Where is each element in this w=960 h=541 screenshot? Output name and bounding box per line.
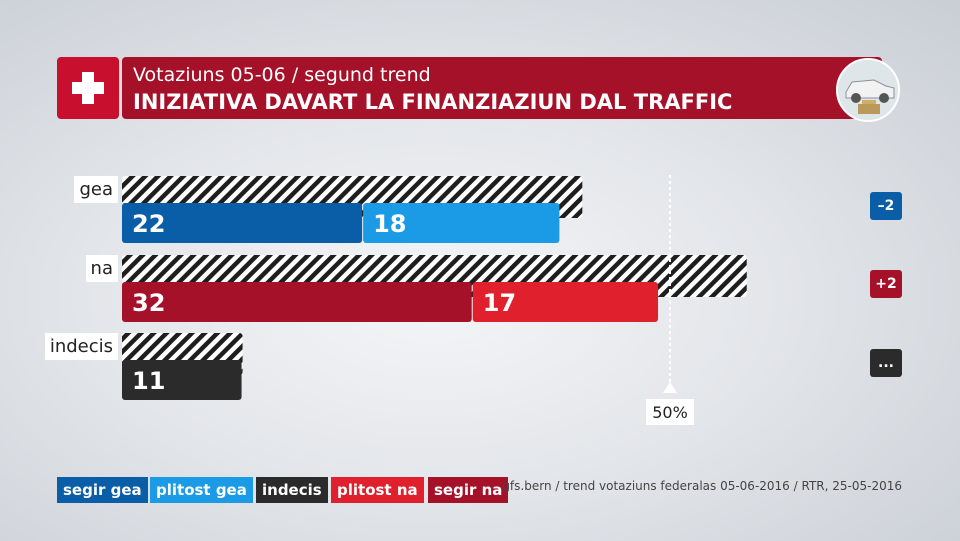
legend-segir-gea: segir gea	[57, 477, 148, 503]
bar-gea-plitost-gea	[363, 203, 560, 243]
value-label-na-plitost-na: 17	[483, 289, 516, 317]
value-label-gea-segir-gea: 22	[132, 210, 165, 238]
fifty-percent-label: 50%	[652, 403, 688, 422]
swiss-flag-icon	[57, 57, 119, 119]
bar-na-segir-na	[122, 282, 472, 322]
change-badge-indecis: ...	[870, 349, 902, 377]
source-note: gfs.bern / trend votaziuns federalas 05-…	[502, 479, 902, 493]
chart-subtitle: Votaziuns 05-06 / segund trend	[133, 64, 431, 86]
row-label-indecis: indecis	[44, 333, 118, 360]
fifty-percent-label-box	[646, 399, 694, 425]
legend-indecis: indecis	[256, 477, 328, 503]
row-label-gea: gea	[74, 176, 118, 203]
chart-title: INIZIATIVA DAVART LA FINANZIAZIUN DAL TR…	[133, 90, 733, 114]
value-label-na-segir-na: 32	[132, 289, 165, 317]
value-label-gea-plitost-gea: 18	[373, 210, 406, 238]
fifty-percent-marker	[663, 382, 677, 393]
value-label-indecis-indecis: 11	[132, 367, 165, 395]
title-banner	[122, 57, 882, 119]
bar-na-plitost-na	[472, 282, 659, 322]
bar-indecis-indecis	[122, 360, 242, 400]
car-coins-photo-icon	[836, 58, 900, 122]
row-label-na: na	[85, 255, 118, 282]
change-badge-na: +2	[870, 270, 902, 298]
legend-plitost-na: plitost na	[331, 477, 424, 503]
bar-gea-segir-gea	[122, 203, 363, 243]
legend-plitost-gea: plitost gea	[150, 477, 253, 503]
change-badge-gea: –2	[870, 192, 902, 220]
legend-segir-na: segir na	[428, 477, 509, 503]
